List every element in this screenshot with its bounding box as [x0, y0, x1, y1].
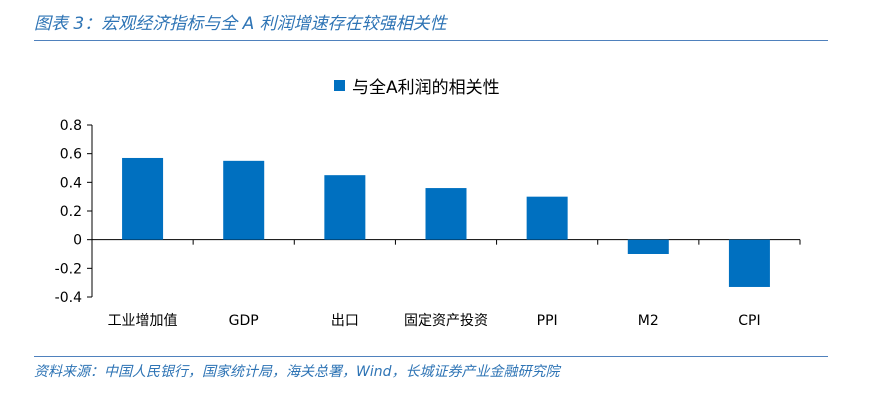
x-tick-label: CPI [738, 313, 760, 329]
bar-2 [324, 175, 366, 240]
y-tick-label: 0.2 [60, 204, 82, 220]
x-tick-label: GDP [229, 313, 259, 329]
title-divider [34, 40, 828, 41]
bar-0 [122, 157, 164, 240]
legend-swatch [334, 80, 345, 91]
legend-label: 与全A利润的相关性 [352, 78, 500, 98]
axes [87, 124, 801, 298]
bar-4 [526, 196, 568, 240]
source-note: 资料来源：中国人民银行，国家统计局，海关总署，Wind，长城证券产业金融研究院 [34, 364, 560, 380]
y-tick-label: 0 [73, 233, 82, 249]
y-tick-label: 0.6 [60, 147, 82, 163]
bar-1 [223, 160, 265, 240]
bar-6 [728, 239, 770, 287]
bar-3 [425, 188, 467, 240]
y-tick-label: -0.2 [55, 261, 82, 277]
bar-chart: 与全A利润的相关性 -0.4 -0.2 0 0.2 0.4 0.6 0.8 工业增加值 GDP… [55, 78, 801, 329]
y-tick-label: 0.4 [60, 175, 82, 191]
y-tick-label: 0.8 [60, 118, 82, 134]
figure-title: 图表 3：宏观经济指标与全 A 利润增速存在较强相关性 [34, 14, 447, 34]
source-divider [34, 356, 828, 357]
x-tick-label: 固定资产投资 [404, 313, 488, 329]
x-tick-label: M2 [638, 313, 659, 329]
bars [122, 157, 770, 287]
y-tick-labels: -0.4 -0.2 0 0.2 0.4 0.6 0.8 [55, 118, 82, 306]
x-tick-label: 出口 [331, 313, 359, 329]
x-tick-labels: 工业增加值 GDP 出口 固定资产投资 PPI M2 CPI [108, 313, 761, 329]
bar-5 [627, 239, 669, 254]
y-tick-label: -0.4 [55, 290, 82, 306]
x-tick-label: PPI [537, 313, 558, 329]
x-tick-label: 工业增加值 [108, 313, 178, 329]
legend: 与全A利润的相关性 [334, 78, 500, 98]
